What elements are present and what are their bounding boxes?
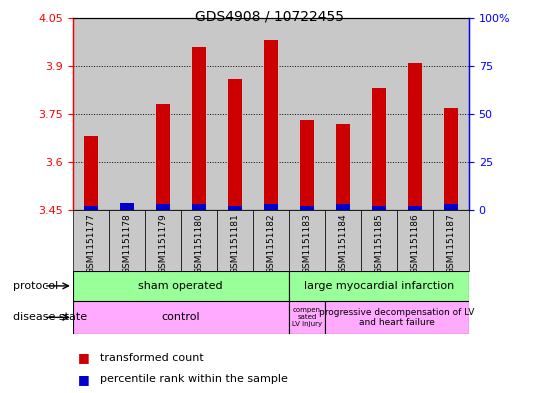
Bar xyxy=(120,202,134,210)
Text: GSM1151184: GSM1151184 xyxy=(338,213,347,274)
Bar xyxy=(397,18,433,210)
Bar xyxy=(181,210,217,271)
Bar xyxy=(300,206,314,210)
Bar xyxy=(109,18,145,210)
Bar xyxy=(145,18,181,210)
Text: GSM1151182: GSM1151182 xyxy=(266,213,275,274)
Bar xyxy=(397,210,433,271)
Text: ■: ■ xyxy=(78,351,90,364)
Text: GSM1151179: GSM1151179 xyxy=(158,213,167,274)
Bar xyxy=(361,210,397,271)
Text: sham operated: sham operated xyxy=(139,281,223,291)
Bar xyxy=(372,88,386,210)
Bar xyxy=(73,301,289,334)
Bar xyxy=(336,123,350,210)
Bar xyxy=(253,18,289,210)
Bar xyxy=(73,18,109,210)
Bar xyxy=(289,210,325,271)
Bar xyxy=(433,18,469,210)
Text: progressive decompensation of LV
and heart failure: progressive decompensation of LV and hea… xyxy=(319,308,474,327)
Bar xyxy=(181,18,217,210)
Bar xyxy=(444,204,458,210)
Bar xyxy=(227,206,242,210)
Bar xyxy=(407,62,422,210)
Bar xyxy=(156,104,170,210)
Text: control: control xyxy=(162,312,200,322)
Text: GSM1151177: GSM1151177 xyxy=(86,213,95,274)
Text: compen
sated
LV injury: compen sated LV injury xyxy=(292,307,322,327)
Bar xyxy=(253,210,289,271)
Text: GSM1151187: GSM1151187 xyxy=(446,213,455,274)
Bar xyxy=(192,46,206,210)
Text: disease state: disease state xyxy=(13,312,88,322)
Bar xyxy=(289,271,469,301)
Bar xyxy=(325,210,361,271)
Bar xyxy=(84,136,98,210)
Bar xyxy=(264,40,278,210)
Bar xyxy=(73,271,289,301)
Bar xyxy=(84,206,98,210)
Bar xyxy=(372,206,386,210)
Text: transformed count: transformed count xyxy=(100,353,203,363)
Text: GSM1151185: GSM1151185 xyxy=(375,213,383,274)
Bar xyxy=(444,108,458,210)
Bar xyxy=(433,210,469,271)
Bar xyxy=(289,18,325,210)
Text: GSM1151180: GSM1151180 xyxy=(195,213,203,274)
Bar xyxy=(73,210,109,271)
Bar xyxy=(227,79,242,210)
Bar xyxy=(300,120,314,210)
Text: percentile rank within the sample: percentile rank within the sample xyxy=(100,374,288,384)
Bar xyxy=(361,18,397,210)
Text: large myocardial infarction: large myocardial infarction xyxy=(304,281,454,291)
Bar xyxy=(145,210,181,271)
Text: GSM1151183: GSM1151183 xyxy=(302,213,312,274)
Bar xyxy=(407,206,422,210)
Text: GSM1151178: GSM1151178 xyxy=(122,213,132,274)
Text: ■: ■ xyxy=(78,373,90,386)
Bar xyxy=(192,204,206,210)
Text: protocol: protocol xyxy=(13,281,59,291)
Bar xyxy=(336,204,350,210)
Bar xyxy=(217,18,253,210)
Bar xyxy=(217,210,253,271)
Bar xyxy=(109,210,145,271)
Bar xyxy=(289,301,325,334)
Bar xyxy=(156,204,170,210)
Text: GDS4908 / 10722455: GDS4908 / 10722455 xyxy=(195,10,344,24)
Bar xyxy=(325,301,469,334)
Text: GSM1151186: GSM1151186 xyxy=(410,213,419,274)
Bar xyxy=(264,204,278,210)
Bar xyxy=(325,18,361,210)
Text: GSM1151181: GSM1151181 xyxy=(230,213,239,274)
